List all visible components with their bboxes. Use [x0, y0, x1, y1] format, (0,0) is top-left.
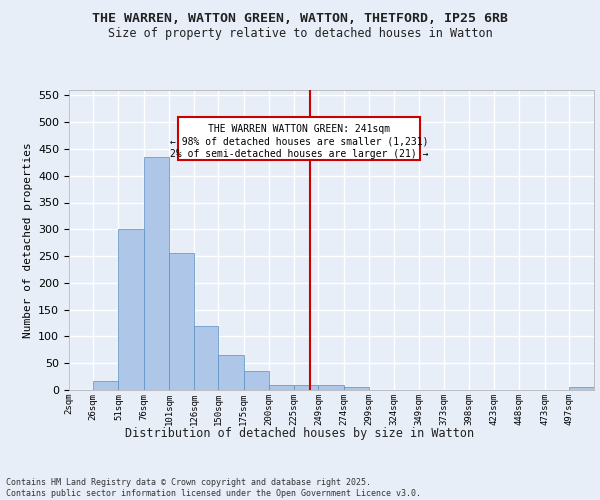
- Text: Size of property relative to detached houses in Watton: Size of property relative to detached ho…: [107, 28, 493, 40]
- Bar: [294, 384, 319, 390]
- Text: Contains HM Land Registry data © Crown copyright and database right 2025.
Contai: Contains HM Land Registry data © Crown c…: [6, 478, 421, 498]
- Bar: [569, 388, 594, 390]
- Bar: [118, 230, 144, 390]
- Text: THE WARREN WATTON GREEN: 241sqm: THE WARREN WATTON GREEN: 241sqm: [208, 124, 390, 134]
- Bar: [178, 117, 421, 160]
- Bar: [218, 355, 244, 390]
- Bar: [169, 254, 194, 390]
- Bar: [194, 326, 218, 390]
- Bar: [344, 388, 369, 390]
- Bar: [93, 381, 118, 390]
- Bar: [244, 371, 269, 390]
- Text: THE WARREN, WATTON GREEN, WATTON, THETFORD, IP25 6RB: THE WARREN, WATTON GREEN, WATTON, THETFO…: [92, 12, 508, 26]
- Bar: [144, 157, 169, 390]
- Text: 2% of semi-detached houses are larger (21) →: 2% of semi-detached houses are larger (2…: [170, 149, 428, 159]
- Bar: [319, 384, 344, 390]
- Text: Distribution of detached houses by size in Watton: Distribution of detached houses by size …: [125, 428, 475, 440]
- Y-axis label: Number of detached properties: Number of detached properties: [23, 142, 32, 338]
- Bar: [269, 384, 294, 390]
- Text: ← 98% of detached houses are smaller (1,231): ← 98% of detached houses are smaller (1,…: [170, 136, 428, 146]
